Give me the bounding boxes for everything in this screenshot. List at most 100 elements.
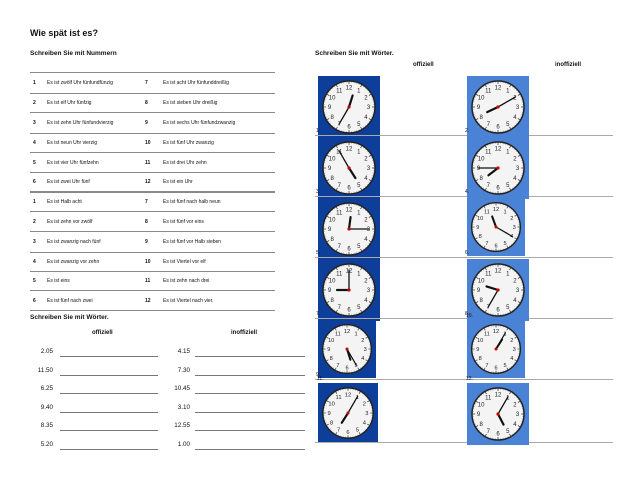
- item-number: 10: [143, 133, 161, 153]
- clock-numeral: 2: [513, 402, 517, 408]
- clock-numeral: 2: [364, 156, 368, 162]
- clock-numeral: 7: [338, 305, 342, 311]
- answer-line[interactable]: [60, 430, 158, 431]
- clock-numeral: 5: [357, 122, 361, 128]
- clock-numeral: 9: [477, 288, 481, 294]
- clock-numeral: 11: [336, 210, 343, 216]
- answer-line[interactable]: [195, 411, 305, 413]
- table-row: 4 Es ist zwanzig vor zehn 10 Es ist Viertel…: [30, 252, 275, 272]
- row-divider: [315, 196, 613, 197]
- answer-line[interactable]: [195, 356, 305, 357]
- clock-numeral: 4: [364, 298, 368, 304]
- answer-line[interactable]: [60, 356, 158, 357]
- clock-numeral: 11: [485, 271, 492, 277]
- exercise-table-1: 1 Es ist zwölf Uhr fünfundfünzig 7 Es ist a…: [30, 72, 275, 192]
- clock-numeral: 9: [477, 412, 481, 418]
- clock-numeral: 11: [336, 395, 342, 401]
- answer-line[interactable]: [60, 393, 158, 394]
- time-value: 8.35: [40, 422, 53, 429]
- hour-hand: [347, 94, 354, 109]
- item-number: 9: [143, 231, 161, 253]
- clock-numeral: 4: [363, 421, 367, 427]
- clock-numeral: 5: [504, 363, 507, 369]
- clock-numeral: 6: [347, 308, 351, 314]
- answer-line[interactable]: [195, 393, 305, 394]
- item-text: Es ist zehn vor zwölf: [45, 211, 143, 232]
- answer-line[interactable]: [195, 448, 305, 450]
- clock-numeral: 7: [487, 429, 491, 435]
- clock-numeral: 8: [479, 422, 483, 428]
- item-number: 7: [143, 192, 161, 212]
- time-value: 5.20: [40, 440, 53, 448]
- clock-numeral: 8: [330, 176, 334, 182]
- clock-numeral: 8: [479, 298, 483, 304]
- clock-numeral: 6: [496, 186, 500, 192]
- clock-numeral: 7: [338, 122, 342, 128]
- minute-hand: [487, 289, 499, 308]
- answer-line[interactable]: [60, 374, 158, 376]
- clock-numeral: 8: [479, 176, 483, 182]
- clock-number: 2.: [465, 128, 470, 134]
- minute-hand: [346, 348, 357, 366]
- clock-numeral: 1: [357, 88, 361, 94]
- clock-numeral: 5: [357, 183, 361, 189]
- item-number: 4: [30, 252, 45, 272]
- hour-hand: [347, 216, 352, 231]
- table-row: 6 Es ist fünf nach zwei 12 Es ist Viertel n…: [30, 290, 275, 311]
- clock-numeral: 6: [496, 125, 500, 131]
- item-text: Es ist Viertel nach vier.: [161, 290, 275, 311]
- item-text: Es ist zwanzig nach fünf: [45, 231, 143, 253]
- clock-numeral: 7: [336, 363, 339, 369]
- clock-numeral: 4: [513, 115, 517, 121]
- clock-numeral: 6: [346, 430, 349, 436]
- answer-line[interactable]: [60, 448, 158, 450]
- time-value: 12.55: [174, 422, 190, 429]
- table-row: 1 Es ist Halb acht 7 Es ist fünf nach halb …: [30, 192, 275, 212]
- item-text: Es ist fünf vor eins: [161, 211, 275, 232]
- clock-number: 4.: [465, 189, 470, 195]
- row-divider: [315, 379, 613, 380]
- clock-number: 5.: [316, 250, 321, 256]
- clock-numeral: 5: [506, 183, 510, 189]
- item-number: 5: [30, 152, 45, 173]
- clock-numeral: 5: [504, 241, 507, 247]
- clock-numeral: 7: [485, 363, 488, 369]
- answer-line[interactable]: [195, 374, 305, 376]
- minute-hand: [338, 150, 350, 169]
- clock-numeral: 6: [347, 125, 351, 131]
- answer-line[interactable]: [60, 411, 158, 413]
- answer-line[interactable]: [195, 430, 305, 431]
- minute-hand: [497, 396, 509, 415]
- clock-numeral: 9: [477, 166, 481, 172]
- table-row: 1 Es ist zwölf Uhr fünfundfünzig 7 Es ist a…: [30, 72, 275, 94]
- clock-numeral: 7: [487, 122, 491, 128]
- clock-numeral: 1: [504, 209, 507, 215]
- item-text: Es ist sieben Uhr dreißig: [161, 93, 275, 113]
- clock-numeral: 10: [478, 95, 485, 101]
- clock-numeral: 9: [476, 225, 479, 231]
- clock-numeral: 5: [506, 122, 510, 128]
- clock-numeral: 3: [365, 411, 368, 417]
- clock-numeral: 10: [328, 402, 334, 408]
- row-divider: [315, 442, 613, 443]
- clock-numeral: 10: [478, 278, 485, 284]
- clock-numeral: 3: [367, 166, 371, 172]
- hour-hand: [485, 285, 500, 292]
- item-text: Es ist zehn nach drei: [161, 271, 275, 291]
- item-number: 11: [143, 271, 161, 291]
- clock-numeral: 3: [513, 347, 516, 353]
- clock-numeral: 2: [364, 95, 368, 101]
- clock-numeral: 10: [329, 156, 336, 162]
- item-number: 1: [30, 72, 45, 94]
- item-number: 3: [30, 231, 45, 253]
- clock-numeral: 10: [329, 278, 336, 284]
- clock-numeral: 12: [495, 147, 502, 153]
- table-row: 2 Es ist zehn vor zwölf 8 Es ist fünf vor e…: [30, 211, 275, 232]
- clock-numeral: 1: [357, 149, 361, 155]
- clock-numeral: 9: [328, 288, 332, 294]
